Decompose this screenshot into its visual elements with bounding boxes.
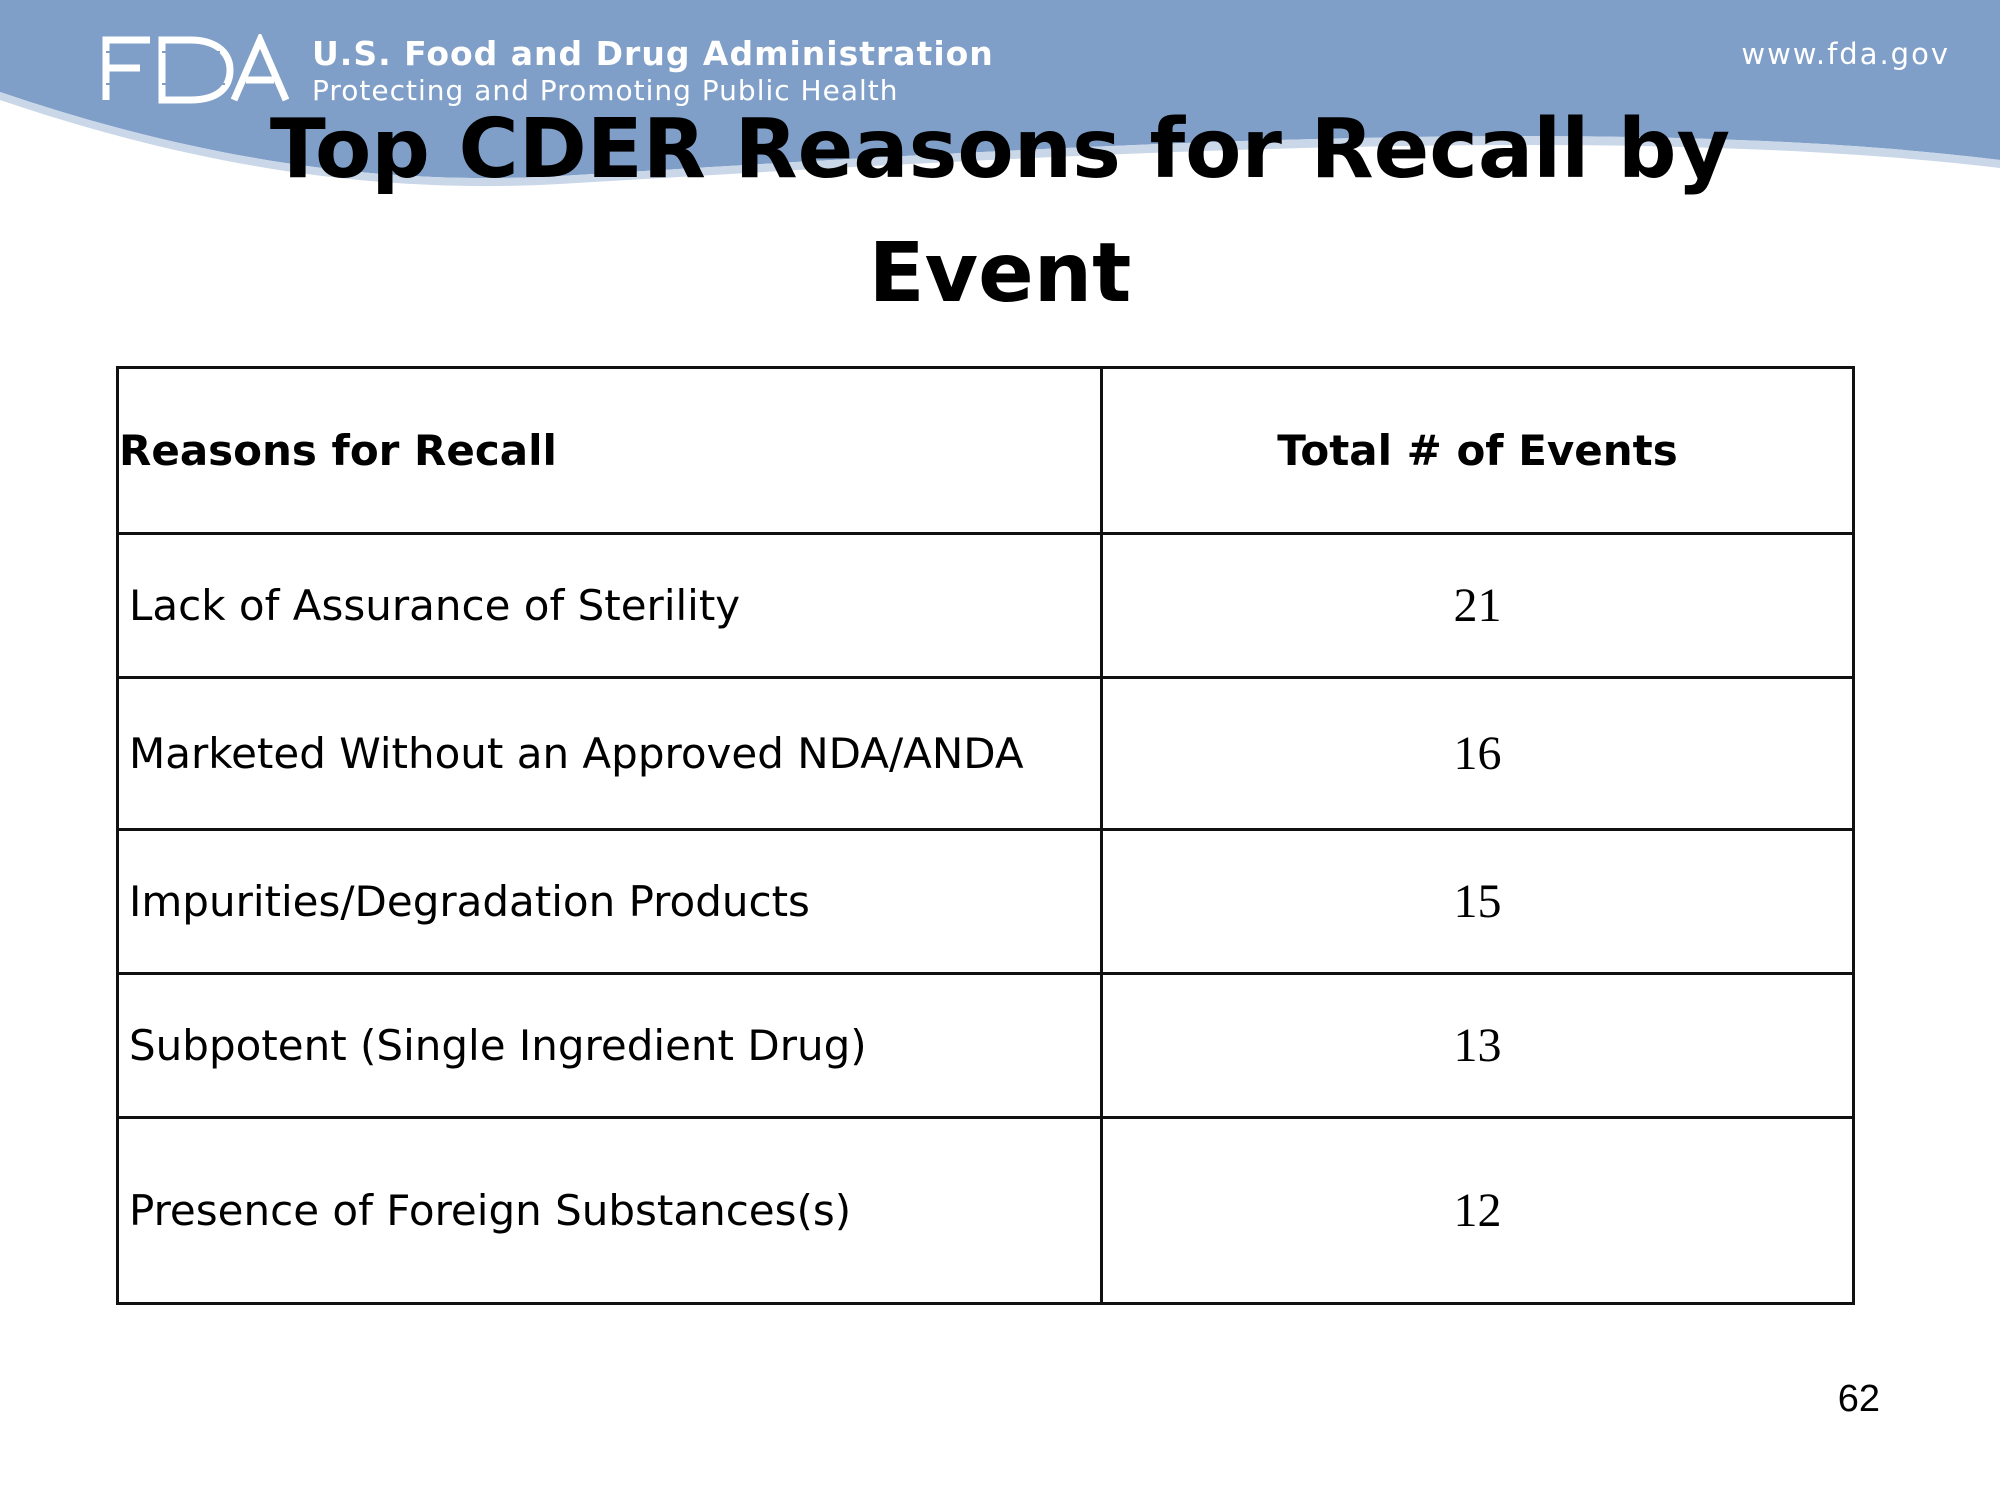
column-header-reason: Reasons for Recall (116, 366, 1103, 535)
count-cell: 21 (1100, 532, 1855, 679)
table-row: Lack of Assurance of Sterility 21 (116, 532, 1855, 679)
count-cell: 16 (1100, 676, 1855, 831)
reason-cell: Lack of Assurance of Sterility (116, 532, 1103, 679)
agency-name: U.S. Food and Drug Administration (312, 34, 994, 73)
table-row: Impurities/Degradation Products 15 (116, 828, 1855, 975)
page-number: 62 (1837, 1378, 1880, 1420)
recall-reasons-table: Reasons for Recall Total # of Events Lac… (116, 366, 1855, 1305)
table-header-row: Reasons for Recall Total # of Events (116, 366, 1855, 535)
table-row: Presence of Foreign Substances(s) 12 (116, 1116, 1855, 1305)
reason-cell: Subpotent (Single Ingredient Drug) (116, 972, 1103, 1119)
count-cell: 12 (1100, 1116, 1855, 1305)
slide-title: Top CDER Reasons for Recall by Event (269, 102, 1731, 321)
table-row: Marketed Without an Approved NDA/ANDA 16 (116, 676, 1855, 831)
table-row: Subpotent (Single Ingredient Drug) 13 (116, 972, 1855, 1119)
fda-logo (102, 34, 290, 104)
header-banner (0, 0, 2000, 187)
website-url[interactable]: www.fda.gov (1741, 37, 1950, 71)
column-header-count: Total # of Events (1100, 366, 1855, 535)
reason-cell: Impurities/Degradation Products (116, 828, 1103, 975)
reason-cell: Presence of Foreign Substances(s) (116, 1116, 1103, 1305)
count-cell: 13 (1100, 972, 1855, 1119)
count-cell: 15 (1100, 828, 1855, 975)
reason-cell: Marketed Without an Approved NDA/ANDA (116, 676, 1103, 831)
agency-tagline: Protecting and Promoting Public Health (312, 74, 899, 107)
